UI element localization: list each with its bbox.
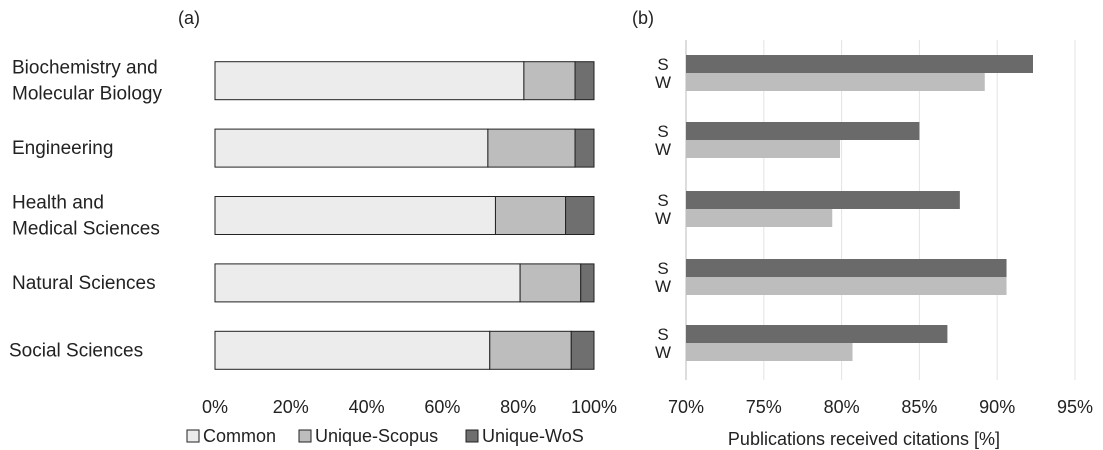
category-label: Health and — [12, 193, 104, 214]
gridlines-b — [685, 40, 1076, 380]
bar-segment-unique-scopus — [487, 128, 576, 168]
bar-W — [686, 140, 841, 158]
category-label: Engineering — [12, 138, 113, 159]
bar-key-label: S — [657, 191, 668, 210]
bar-key-label: S — [657, 259, 668, 278]
bar-key-label: W — [655, 277, 671, 296]
bar-segment-unique-wos — [574, 61, 595, 101]
bar-segment-unique-scopus — [489, 330, 572, 370]
bar-key-label: S — [657, 325, 668, 344]
x-tick-label: 90% — [979, 397, 1015, 417]
legend-label: Unique-Scopus — [315, 426, 438, 446]
panel-b-label: (b) — [632, 8, 654, 28]
category-labels: Biochemistry and Molecular Biology Enginee… — [9, 58, 162, 362]
x-axis-ticks-b: 70% 75% 80% 85% 90% 95% — [668, 397, 1093, 417]
x-axis-ticks-a: 0% 20% 40% 60% 80% 100% — [202, 397, 617, 417]
bar-W — [686, 73, 985, 91]
bar-segment-common — [214, 128, 489, 168]
bar-segment-unique-scopus — [523, 61, 576, 101]
category-label: Biochemistry and — [12, 58, 158, 79]
category-label: Social Sciences — [9, 340, 143, 361]
bar-segment-unique-wos — [580, 263, 595, 303]
bar-S — [686, 55, 1033, 73]
bar-key-label: W — [655, 73, 671, 92]
stacked-bars — [214, 61, 595, 370]
bar-segment-unique-scopus — [519, 263, 582, 303]
legend-swatch — [298, 429, 312, 443]
bar-segment-common — [214, 61, 525, 101]
bar-S — [686, 325, 948, 343]
bar-segment-unique-wos — [574, 128, 595, 168]
x-tick-label: 75% — [746, 397, 782, 417]
x-tick-label: 85% — [901, 397, 937, 417]
x-tick-label: 80% — [824, 397, 860, 417]
x-tick-label: 80% — [500, 397, 536, 417]
bar-segment-unique-wos — [570, 330, 595, 370]
x-tick-label: 60% — [424, 397, 460, 417]
x-tick-label: 70% — [668, 397, 704, 417]
panel-a: (a) Biochemistry and Molecular Biology Eng… — [9, 8, 617, 446]
x-tick-label: 20% — [273, 397, 309, 417]
category-label: Medical Sciences — [12, 219, 160, 240]
bar-W — [686, 277, 1007, 295]
citation-bars — [686, 55, 1033, 361]
legend: Common Unique-Scopus Unique-WoS — [186, 426, 584, 446]
x-tick-label: 0% — [202, 397, 228, 417]
category-label: Natural Sciences — [12, 273, 156, 294]
bar-segment-unique-scopus — [494, 196, 567, 235]
bar-key-label: W — [655, 209, 671, 228]
bar-S — [686, 191, 960, 209]
x-tick-label: 100% — [571, 397, 617, 417]
bar-key-label: W — [655, 343, 671, 362]
panel-a-label: (a) — [178, 8, 200, 28]
x-axis-label-b: Publications received citations [%] — [728, 429, 1000, 449]
legend-swatch — [186, 429, 200, 443]
bar-key-label: S — [657, 122, 668, 141]
bar-key-label: S — [657, 55, 668, 74]
bar-S — [686, 122, 920, 140]
x-tick-label: 40% — [349, 397, 385, 417]
bar-segment-common — [214, 330, 491, 370]
category-label: Molecular Biology — [12, 84, 162, 105]
bar-key-label: W — [655, 140, 671, 159]
bar-S — [686, 259, 1007, 277]
bar-segment-common — [214, 263, 521, 303]
x-tick-label: 95% — [1057, 397, 1093, 417]
bar-segment-unique-wos — [565, 196, 595, 235]
legend-swatch — [465, 429, 479, 443]
legend-label: Unique-WoS — [482, 426, 584, 446]
bar-segment-common — [214, 196, 496, 235]
bar-W — [686, 343, 853, 361]
legend-label: Common — [203, 426, 276, 446]
bar-W — [686, 209, 833, 227]
